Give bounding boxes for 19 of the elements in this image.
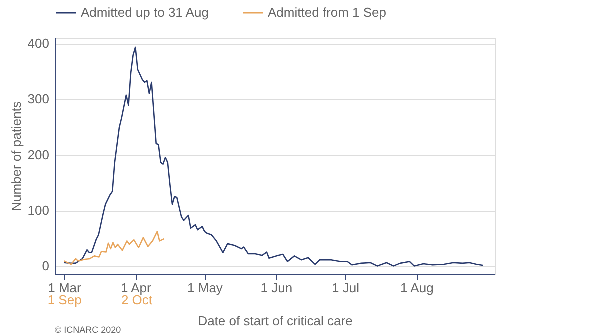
x-tick-label: 1 Apr — [120, 280, 152, 296]
y-axis-title: Number of patients — [8, 101, 24, 212]
x2-tick-label: 2 Oct — [121, 292, 153, 308]
x2-tick-label: 1 Sep — [48, 292, 82, 308]
legend-label: Admitted up to 31 Aug — [81, 5, 209, 20]
x-tick-label: 1 Jul — [332, 280, 360, 296]
line-series — [64, 46, 484, 267]
x-axis-title: Date of start of critical care — [198, 314, 353, 328]
y-tick-label: 300 — [28, 92, 50, 107]
x-tick-label: 1 Mar — [48, 280, 82, 296]
x-tick-label: 1 Jun — [260, 280, 293, 296]
x-tick-label: 1 May — [188, 280, 224, 296]
y-tick-label: 100 — [28, 203, 50, 218]
y-tick-label: 0 — [42, 258, 50, 274]
y-tick-label: 400 — [28, 36, 50, 52]
x-tick-label: 1 Aug — [400, 280, 434, 296]
legend-label: Admitted from 1 Sep — [268, 5, 386, 20]
y-tick-label: 200 — [28, 147, 50, 162]
text: © ICNARC 2020 — [55, 325, 122, 334]
